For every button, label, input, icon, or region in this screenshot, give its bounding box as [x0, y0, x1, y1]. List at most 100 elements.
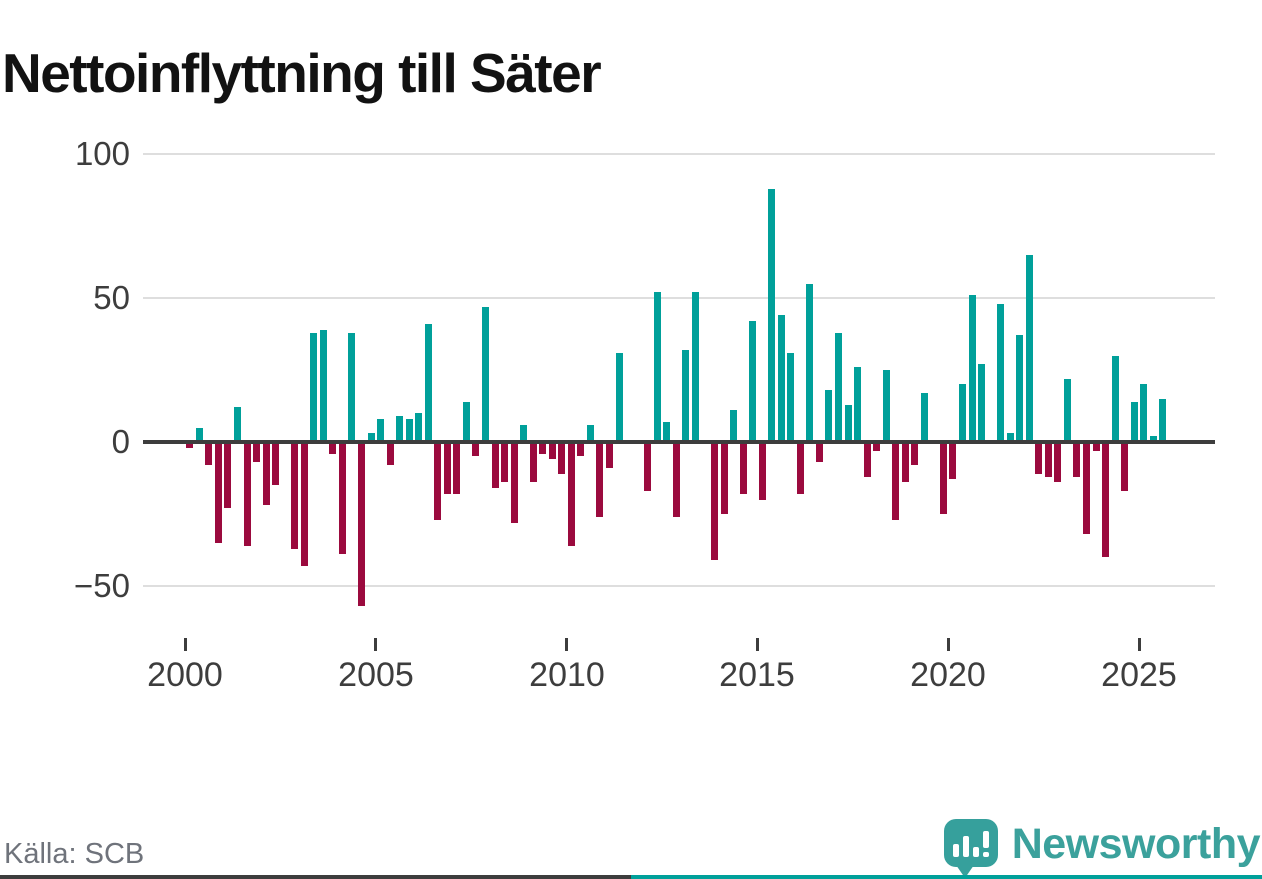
x-axis-tick-2015 [756, 638, 759, 651]
bar-2008-Q1 [492, 442, 499, 488]
bar-2017-Q2 [845, 405, 852, 442]
bar-2011-Q1 [606, 442, 613, 468]
bar-2009-Q3 [549, 442, 556, 459]
bar-2001-Q3 [244, 442, 251, 546]
x-axis-label-2005: 2005 [338, 656, 414, 694]
bar-2015-Q3 [778, 315, 785, 442]
bar-2006-Q3 [434, 442, 441, 520]
bar-2008-Q3 [511, 442, 518, 523]
bar-2023-Q2 [1073, 442, 1080, 477]
bar-2006-Q1 [415, 413, 422, 442]
bar-2020-Q1 [949, 442, 956, 479]
bar-2017-Q1 [835, 333, 842, 442]
bar-2003-Q4 [329, 442, 336, 454]
y-axis-label-50: 50 [93, 279, 130, 316]
speech-bubble-bar-chart-icon [943, 819, 998, 878]
bar-2002-Q4 [291, 442, 298, 549]
bar-2025-Q2 [1150, 436, 1157, 442]
bar-2015-Q2 [768, 189, 775, 442]
bar-2021-Q4 [1016, 335, 1023, 442]
bar-2001-Q2 [234, 407, 241, 442]
x-axis-label-2025: 2025 [1101, 656, 1177, 694]
bar-2016-Q4 [825, 390, 832, 442]
bar-2022-Q4 [1054, 442, 1061, 482]
source-note: Källa: SCB [4, 838, 145, 870]
x-axis-tick-2000 [184, 638, 187, 651]
bar-2002-Q1 [263, 442, 270, 505]
bar-2022-Q1 [1026, 255, 1033, 442]
bar-2006-Q4 [444, 442, 451, 494]
bar-2015-Q1 [759, 442, 766, 500]
bar-2007-Q3 [472, 442, 479, 456]
bar-2009-Q1 [530, 442, 537, 482]
bar-2019-Q4 [940, 442, 947, 514]
bar-2013-Q1 [682, 350, 689, 442]
y-axis-label-0: 0 [111, 423, 130, 460]
bar-2000-Q2 [196, 428, 203, 442]
bar-2010-Q2 [577, 442, 584, 456]
zero-axis-line [143, 440, 1215, 444]
x-axis-tick-2005 [374, 638, 377, 651]
bar-2007-Q4 [482, 307, 489, 442]
bar-2004-Q2 [348, 333, 355, 442]
bar-2023-Q4 [1093, 442, 1100, 451]
bar-2025-Q1 [1140, 384, 1147, 442]
bar-2011-Q2 [616, 353, 623, 442]
bar-2020-Q3 [969, 295, 976, 442]
bar-2024-Q4 [1131, 402, 1138, 442]
bar-2014-Q2 [730, 410, 737, 442]
bar-2012-Q3 [663, 422, 670, 442]
bar-2021-Q2 [997, 304, 1004, 442]
y-axis-label--50: −50 [74, 567, 130, 604]
bar-2004-Q3 [358, 442, 365, 606]
bar-2010-Q3 [587, 425, 594, 442]
y-axis-label-100: 100 [74, 135, 130, 172]
bar-2018-Q1 [873, 442, 880, 451]
bar-2005-Q2 [387, 442, 394, 465]
bar-2020-Q2 [959, 384, 966, 442]
bar-2018-Q4 [902, 442, 909, 482]
bar-2024-Q1 [1102, 442, 1109, 557]
bar-2012-Q4 [673, 442, 680, 517]
bar-2017-Q4 [864, 442, 871, 477]
bar-2003-Q1 [301, 442, 308, 566]
bar-2022-Q3 [1045, 442, 1052, 477]
bar-2013-Q2 [692, 292, 699, 442]
bar-2020-Q4 [978, 364, 985, 442]
bar-2022-Q2 [1035, 442, 1042, 474]
bar-2007-Q1 [453, 442, 460, 494]
bar-2005-Q4 [406, 419, 413, 442]
bar-2016-Q2 [806, 284, 813, 442]
bar-2010-Q1 [568, 442, 575, 546]
bar-2008-Q4 [520, 425, 527, 442]
bar-2016-Q1 [797, 442, 804, 494]
x-axis-label-2000: 2000 [147, 656, 223, 694]
bar-2018-Q3 [892, 442, 899, 520]
bar-2000-Q3 [205, 442, 212, 465]
bar-2003-Q3 [320, 330, 327, 442]
bar-2019-Q2 [921, 393, 928, 442]
footer-strip-dark [0, 875, 631, 879]
bar-2009-Q4 [558, 442, 565, 474]
bar-2002-Q2 [272, 442, 279, 485]
bar-2000-Q4 [215, 442, 222, 543]
bar-2001-Q4 [253, 442, 260, 462]
gridline-50 [143, 297, 1215, 299]
x-axis-label-2020: 2020 [910, 656, 986, 694]
brand-wordmark: Newsworthy [1011, 819, 1261, 868]
bar-2014-Q4 [749, 321, 756, 442]
bar-2019-Q1 [911, 442, 918, 465]
bar-2013-Q4 [711, 442, 718, 560]
gridline-100 [143, 153, 1215, 155]
bar-2021-Q3 [1007, 433, 1014, 442]
bar-2016-Q3 [816, 442, 823, 462]
bar-2003-Q2 [310, 333, 317, 442]
bar-2024-Q3 [1121, 442, 1128, 491]
bar-2004-Q1 [339, 442, 346, 554]
bar-2009-Q2 [539, 442, 546, 454]
newsworthy-branding: Newsworthy [943, 812, 1261, 878]
bar-2014-Q1 [721, 442, 728, 514]
bar-2001-Q1 [224, 442, 231, 508]
bar-2004-Q4 [368, 433, 375, 442]
